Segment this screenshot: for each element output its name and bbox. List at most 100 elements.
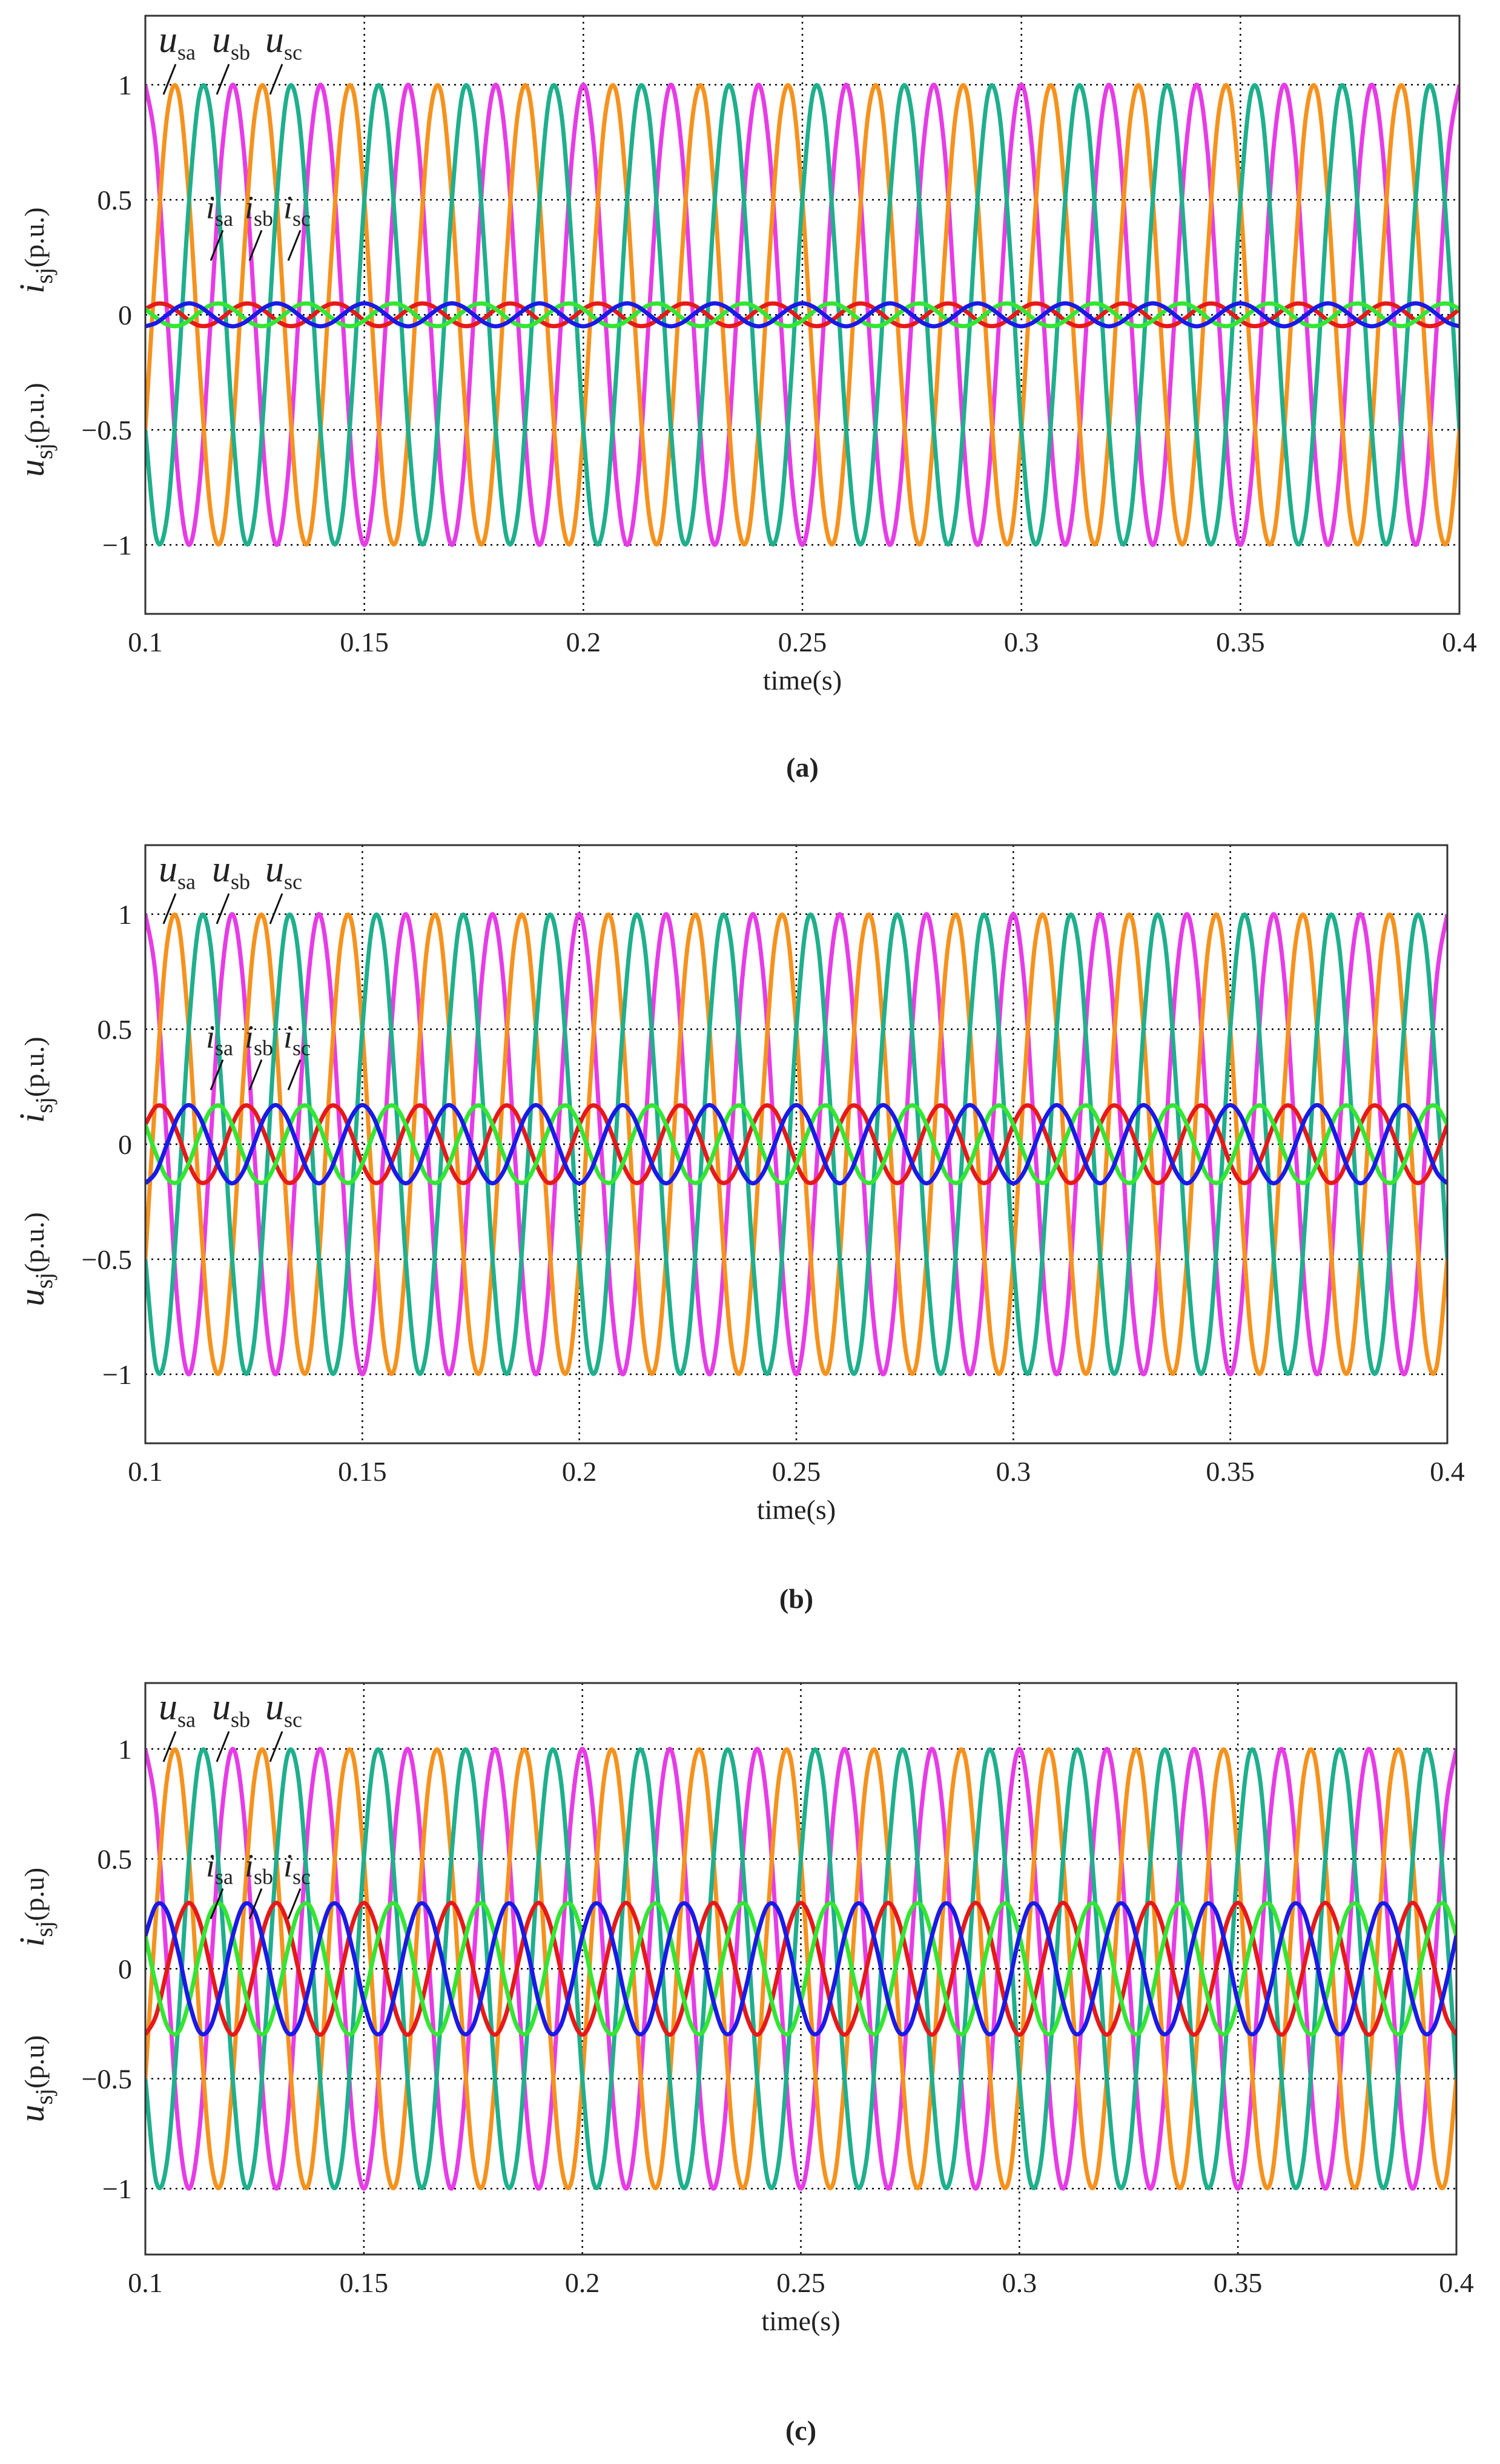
series-line: [145, 301, 1459, 329]
x-tick-label: 0.1: [128, 2267, 163, 2298]
y-axis-label: usj(p.u.): [12, 383, 58, 476]
label-pointer: [269, 893, 283, 924]
x-tick-label: 0.35: [1214, 2267, 1263, 2298]
label-pointer: [287, 1059, 302, 1090]
y-axis-label: usj(p.u): [12, 2035, 58, 2123]
x-tick-label: 0.25: [776, 2267, 825, 2298]
label-pointer: [162, 893, 177, 924]
caption: (a): [786, 752, 819, 783]
x-tick-label: 0.25: [772, 1456, 821, 1487]
x-axis-label: time(s): [763, 665, 842, 696]
caption: (b): [779, 1583, 813, 1614]
x-tick-label: 0.15: [338, 1456, 387, 1487]
label-pointer: [162, 64, 177, 95]
series-label: isb: [245, 1848, 273, 1889]
y-tick-label: 0.5: [97, 1843, 133, 1874]
x-tick-label: 0.15: [340, 627, 389, 657]
label-pointer: [210, 1059, 224, 1090]
label-pointer: [210, 229, 224, 261]
x-tick-label: 0.4: [1439, 2267, 1474, 2298]
y-tick-label: 1: [118, 70, 132, 100]
x-tick-label: 0.15: [340, 2267, 389, 2298]
x-tick-label: 0.4: [1430, 1456, 1465, 1487]
lines: [145, 1747, 1456, 2191]
series-label: usb: [212, 849, 250, 894]
y-tick-label: −1: [102, 2173, 132, 2204]
series-label: usc: [265, 1687, 302, 1732]
label-pointer: [269, 64, 283, 95]
x-tick-label: 0.3: [996, 1456, 1031, 1487]
label-pointer: [248, 1888, 263, 1920]
series-line: [145, 1747, 1456, 2190]
label-pointer: [162, 1731, 177, 1762]
label-pointer: [248, 1059, 263, 1090]
label-pointer: [287, 229, 302, 261]
y-tick-label: −1: [102, 1359, 132, 1390]
series-label: isc: [283, 1848, 311, 1889]
label-pointer: [216, 893, 230, 924]
x-tick-label: 0.1: [128, 1456, 163, 1487]
series-line: [145, 83, 1459, 547]
y-tick-label: −1: [102, 530, 132, 561]
x-tick-label: 0.25: [778, 627, 827, 657]
series-line: [145, 912, 1447, 1376]
caption: (c): [785, 2415, 816, 2446]
series-label: usa: [159, 19, 196, 65]
series-line: [145, 82, 1459, 547]
x-tick-label: 0.4: [1442, 627, 1477, 657]
y-tick-label: −0.5: [82, 2064, 132, 2095]
label-pointer: [210, 1888, 224, 1920]
y-tick-label: 0: [118, 300, 132, 331]
y-tick-label: 0: [118, 1129, 132, 1160]
y-tick-label: −0.5: [82, 415, 132, 446]
series-label: isb: [245, 1018, 273, 1060]
x-tick-label: 0.35: [1216, 627, 1265, 657]
y-tick-label: −0.5: [82, 1244, 132, 1275]
y-tick-label: 0.5: [97, 1014, 133, 1045]
x-tick-label: 0.2: [565, 2267, 600, 2298]
y-axis-label: usj(p.u.): [12, 1212, 58, 1306]
axes-frame: [144, 1682, 1458, 2256]
series-line: [145, 1747, 1456, 2191]
series-label: isa: [206, 189, 233, 231]
lines: [145, 912, 1447, 1377]
series-line: [145, 1901, 1456, 2037]
x-tick-label: 0.1: [128, 627, 163, 657]
series-label: isc: [283, 1018, 311, 1060]
x-tick-label: 0.3: [1004, 627, 1039, 657]
y-axis-label: isj(p.u): [12, 1868, 58, 1947]
series-label: isa: [206, 1018, 233, 1060]
x-axis-label: time(s): [757, 1494, 836, 1525]
series-label: usc: [265, 19, 302, 65]
y-tick-label: 0.5: [97, 185, 133, 216]
series-label: usc: [265, 849, 302, 894]
label-pointer: [216, 1731, 230, 1762]
axes-frame: [144, 15, 1461, 615]
y-tick-label: 1: [118, 1734, 132, 1765]
y-axis-label: isj(p.u.): [12, 1036, 58, 1122]
series-line: [145, 1102, 1447, 1186]
lines: [145, 82, 1459, 547]
label-pointer: [269, 1731, 283, 1762]
series-label: usa: [159, 1687, 196, 1732]
series-label: usb: [212, 1687, 250, 1732]
y-axis-label: isj(p.u.): [12, 207, 58, 293]
label-pointer: [287, 1888, 302, 1920]
x-axis-label: time(s): [761, 2305, 840, 2336]
series-line: [145, 301, 1459, 329]
series-label: usb: [212, 19, 250, 65]
label-pointer: [248, 229, 263, 261]
series-line: [145, 1900, 1456, 2037]
x-tick-label: 0.3: [1002, 2267, 1037, 2298]
y-tick-label: 1: [118, 899, 132, 930]
series-label: usa: [159, 849, 196, 894]
label-pointer: [216, 64, 230, 95]
x-tick-label: 0.2: [562, 1456, 597, 1487]
x-tick-label: 0.35: [1206, 1456, 1255, 1487]
series-label: isa: [206, 1848, 233, 1889]
series-label: isb: [245, 189, 273, 231]
